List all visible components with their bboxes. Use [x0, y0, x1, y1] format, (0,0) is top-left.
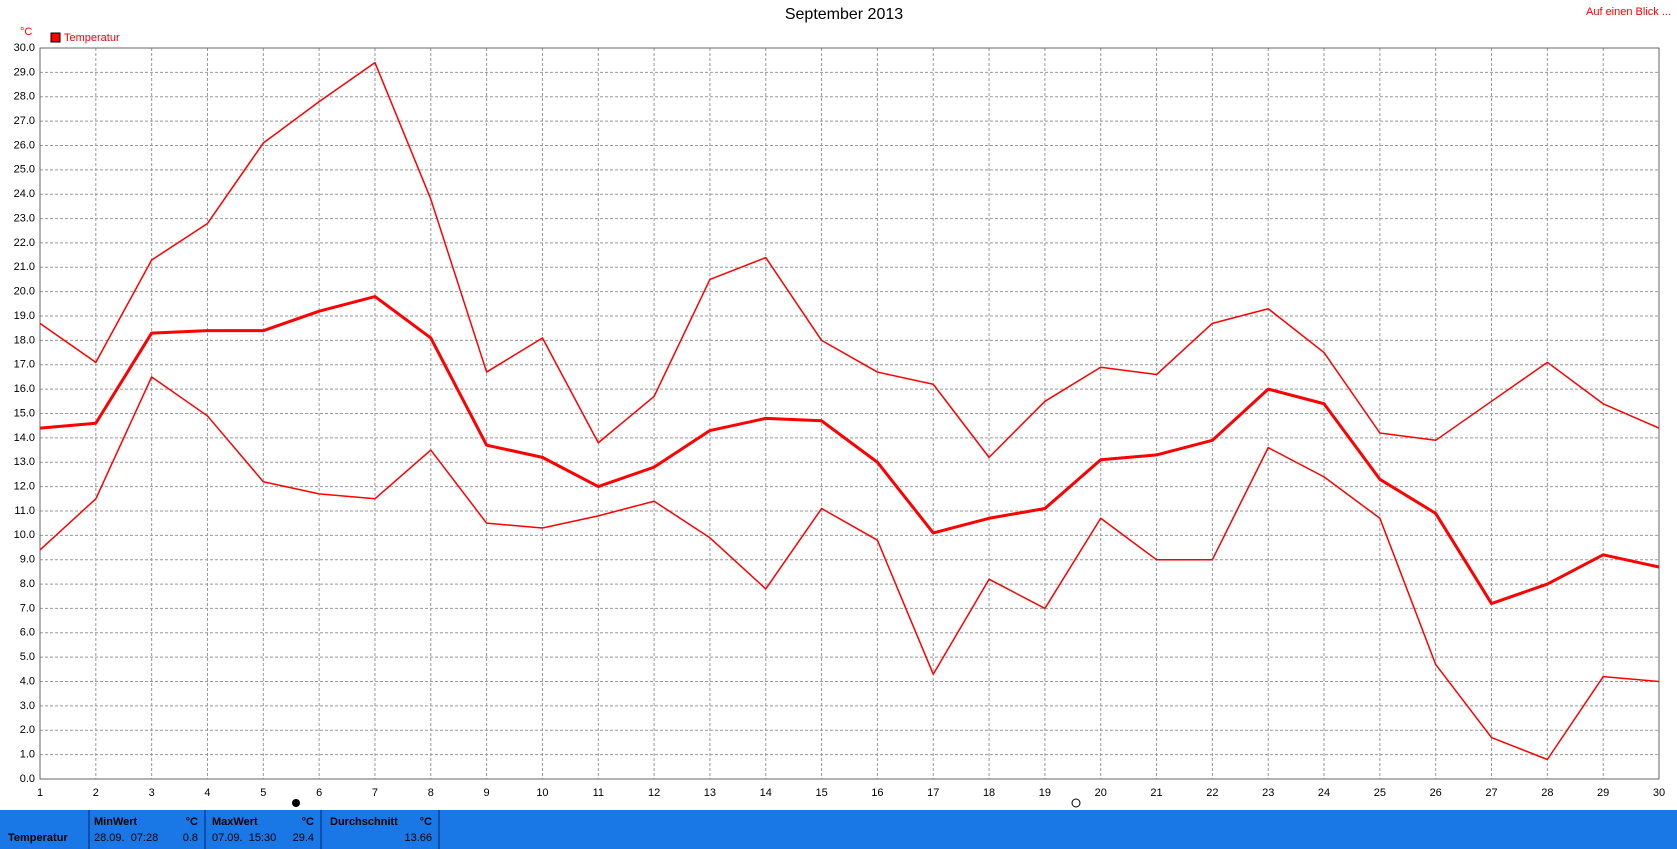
- y-tick-label: 4.0: [20, 675, 35, 687]
- chart-title: September 2013: [785, 6, 903, 23]
- x-tick-label: 20: [1095, 787, 1107, 799]
- x-tick-label: 24: [1318, 787, 1330, 799]
- x-tick-label: 2: [93, 787, 99, 799]
- y-tick-label: 20.0: [14, 286, 35, 298]
- y-tick-label: 9.0: [20, 554, 35, 566]
- x-tick-label: 26: [1430, 787, 1442, 799]
- temperature-line: [39, 61, 1660, 459]
- x-tick-label: 29: [1597, 787, 1609, 799]
- y-tick-label: 30.0: [14, 42, 35, 54]
- y-tick-label: 21.0: [14, 261, 35, 273]
- min-time: 28.09. 07:28: [94, 832, 159, 844]
- temperature-line: [39, 376, 1660, 761]
- summary-label: Temperatur: [8, 832, 68, 844]
- legend-label: Temperatur: [64, 32, 120, 44]
- x-tick-label: 27: [1485, 787, 1497, 799]
- summary-label-cell: Temperatur: [0, 810, 90, 849]
- x-tick-label: 15: [815, 787, 827, 799]
- min-cell: MinWert °C 28.09. 07:28 0.8: [90, 810, 206, 849]
- y-tick-label: 17.0: [14, 359, 35, 371]
- x-tick-label: 10: [536, 787, 548, 799]
- max-title: MaxWert: [212, 816, 258, 828]
- x-tick-label: 19: [1039, 787, 1051, 799]
- y-tick-label: 29.0: [14, 66, 35, 78]
- x-tick-label: 18: [983, 787, 995, 799]
- x-tick-label: 21: [1150, 787, 1162, 799]
- y-tick-label: 3.0: [20, 700, 35, 712]
- x-tick-label: 5: [260, 787, 266, 799]
- max-time: 07.09. 15:30: [212, 832, 277, 844]
- x-tick-label: 16: [871, 787, 883, 799]
- y-tick-label: 1.0: [20, 749, 35, 761]
- y-tick-label: 15.0: [14, 407, 35, 419]
- y-tick-label: 10.0: [14, 529, 35, 541]
- max-cell: MaxWert °C 07.09. 15:30 29.4: [206, 810, 322, 849]
- y-tick-label: 19.0: [14, 310, 35, 322]
- y-tick-label: 6.0: [20, 627, 35, 639]
- avg-title: Durchschnitt: [330, 816, 398, 828]
- max-value: 29.4: [292, 832, 314, 844]
- y-tick-label: 11.0: [14, 505, 35, 517]
- legend-swatch: [50, 32, 61, 43]
- x-tick-label: 11: [593, 787, 604, 799]
- avg-value: 13.66: [404, 832, 432, 844]
- y-tick-label: 16.0: [14, 383, 35, 395]
- y-tick-label: 14.0: [14, 432, 35, 444]
- x-tick-label: 14: [760, 787, 772, 799]
- y-tick-label: 18.0: [14, 334, 35, 346]
- y-tick-label: 2.0: [20, 724, 35, 736]
- x-tick-label: 22: [1206, 787, 1218, 799]
- y-tick-label: 5.0: [20, 651, 35, 663]
- x-tick-label: 9: [484, 787, 490, 799]
- y-tick-label: 25.0: [14, 164, 35, 176]
- min-unit: °C: [185, 816, 198, 828]
- chart: September 2013 Auf einen Blick ... °C Te…: [14, 6, 1671, 808]
- x-tick-label: 6: [316, 787, 322, 799]
- y-tick-label: 27.0: [14, 115, 35, 127]
- temperature-line: [39, 295, 1660, 606]
- avg-unit: °C: [419, 816, 432, 828]
- x-tick-label: 8: [428, 787, 434, 799]
- x-tick-label: 3: [149, 787, 155, 799]
- moon-full: [292, 799, 300, 807]
- plot-frame: [39, 47, 1660, 780]
- x-tick-label: 25: [1374, 787, 1386, 799]
- x-tick-label: 1: [37, 787, 43, 799]
- overview-link[interactable]: Auf einen Blick ...: [1586, 6, 1671, 18]
- summary-bar: Temperatur MinWert °C 28.09. 07:28 0.8 M…: [0, 810, 1677, 849]
- y-tick-label: 12.0: [14, 481, 35, 493]
- y-tick-label: 8.0: [20, 578, 35, 590]
- x-tick-label: 4: [204, 787, 210, 799]
- y-tick-label: 7.0: [20, 602, 35, 614]
- y-tick-label: 24.0: [14, 188, 35, 200]
- max-unit: °C: [301, 816, 314, 828]
- min-value: 0.8: [182, 832, 198, 844]
- y-tick-label: 13.0: [14, 456, 35, 468]
- avg-cell: Durchschnitt °C 13.66: [322, 810, 440, 849]
- y-tick-label: 0.0: [20, 773, 35, 785]
- x-tick-label: 13: [704, 787, 716, 799]
- y-tick-label: 23.0: [14, 212, 35, 224]
- x-tick-label: 17: [927, 787, 939, 799]
- min-title: MinWert: [94, 816, 138, 828]
- y-tick-label: 28.0: [14, 91, 35, 103]
- moon-new: [1071, 798, 1081, 808]
- x-tick-label: 7: [372, 787, 378, 799]
- x-tick-label: 28: [1541, 787, 1553, 799]
- x-tick-label: 30: [1653, 787, 1665, 799]
- y-unit: °C: [20, 26, 32, 38]
- x-tick-label: 12: [648, 787, 660, 799]
- y-tick-label: 26.0: [14, 139, 35, 151]
- y-tick-label: 22.0: [14, 237, 35, 249]
- x-tick-label: 23: [1262, 787, 1274, 799]
